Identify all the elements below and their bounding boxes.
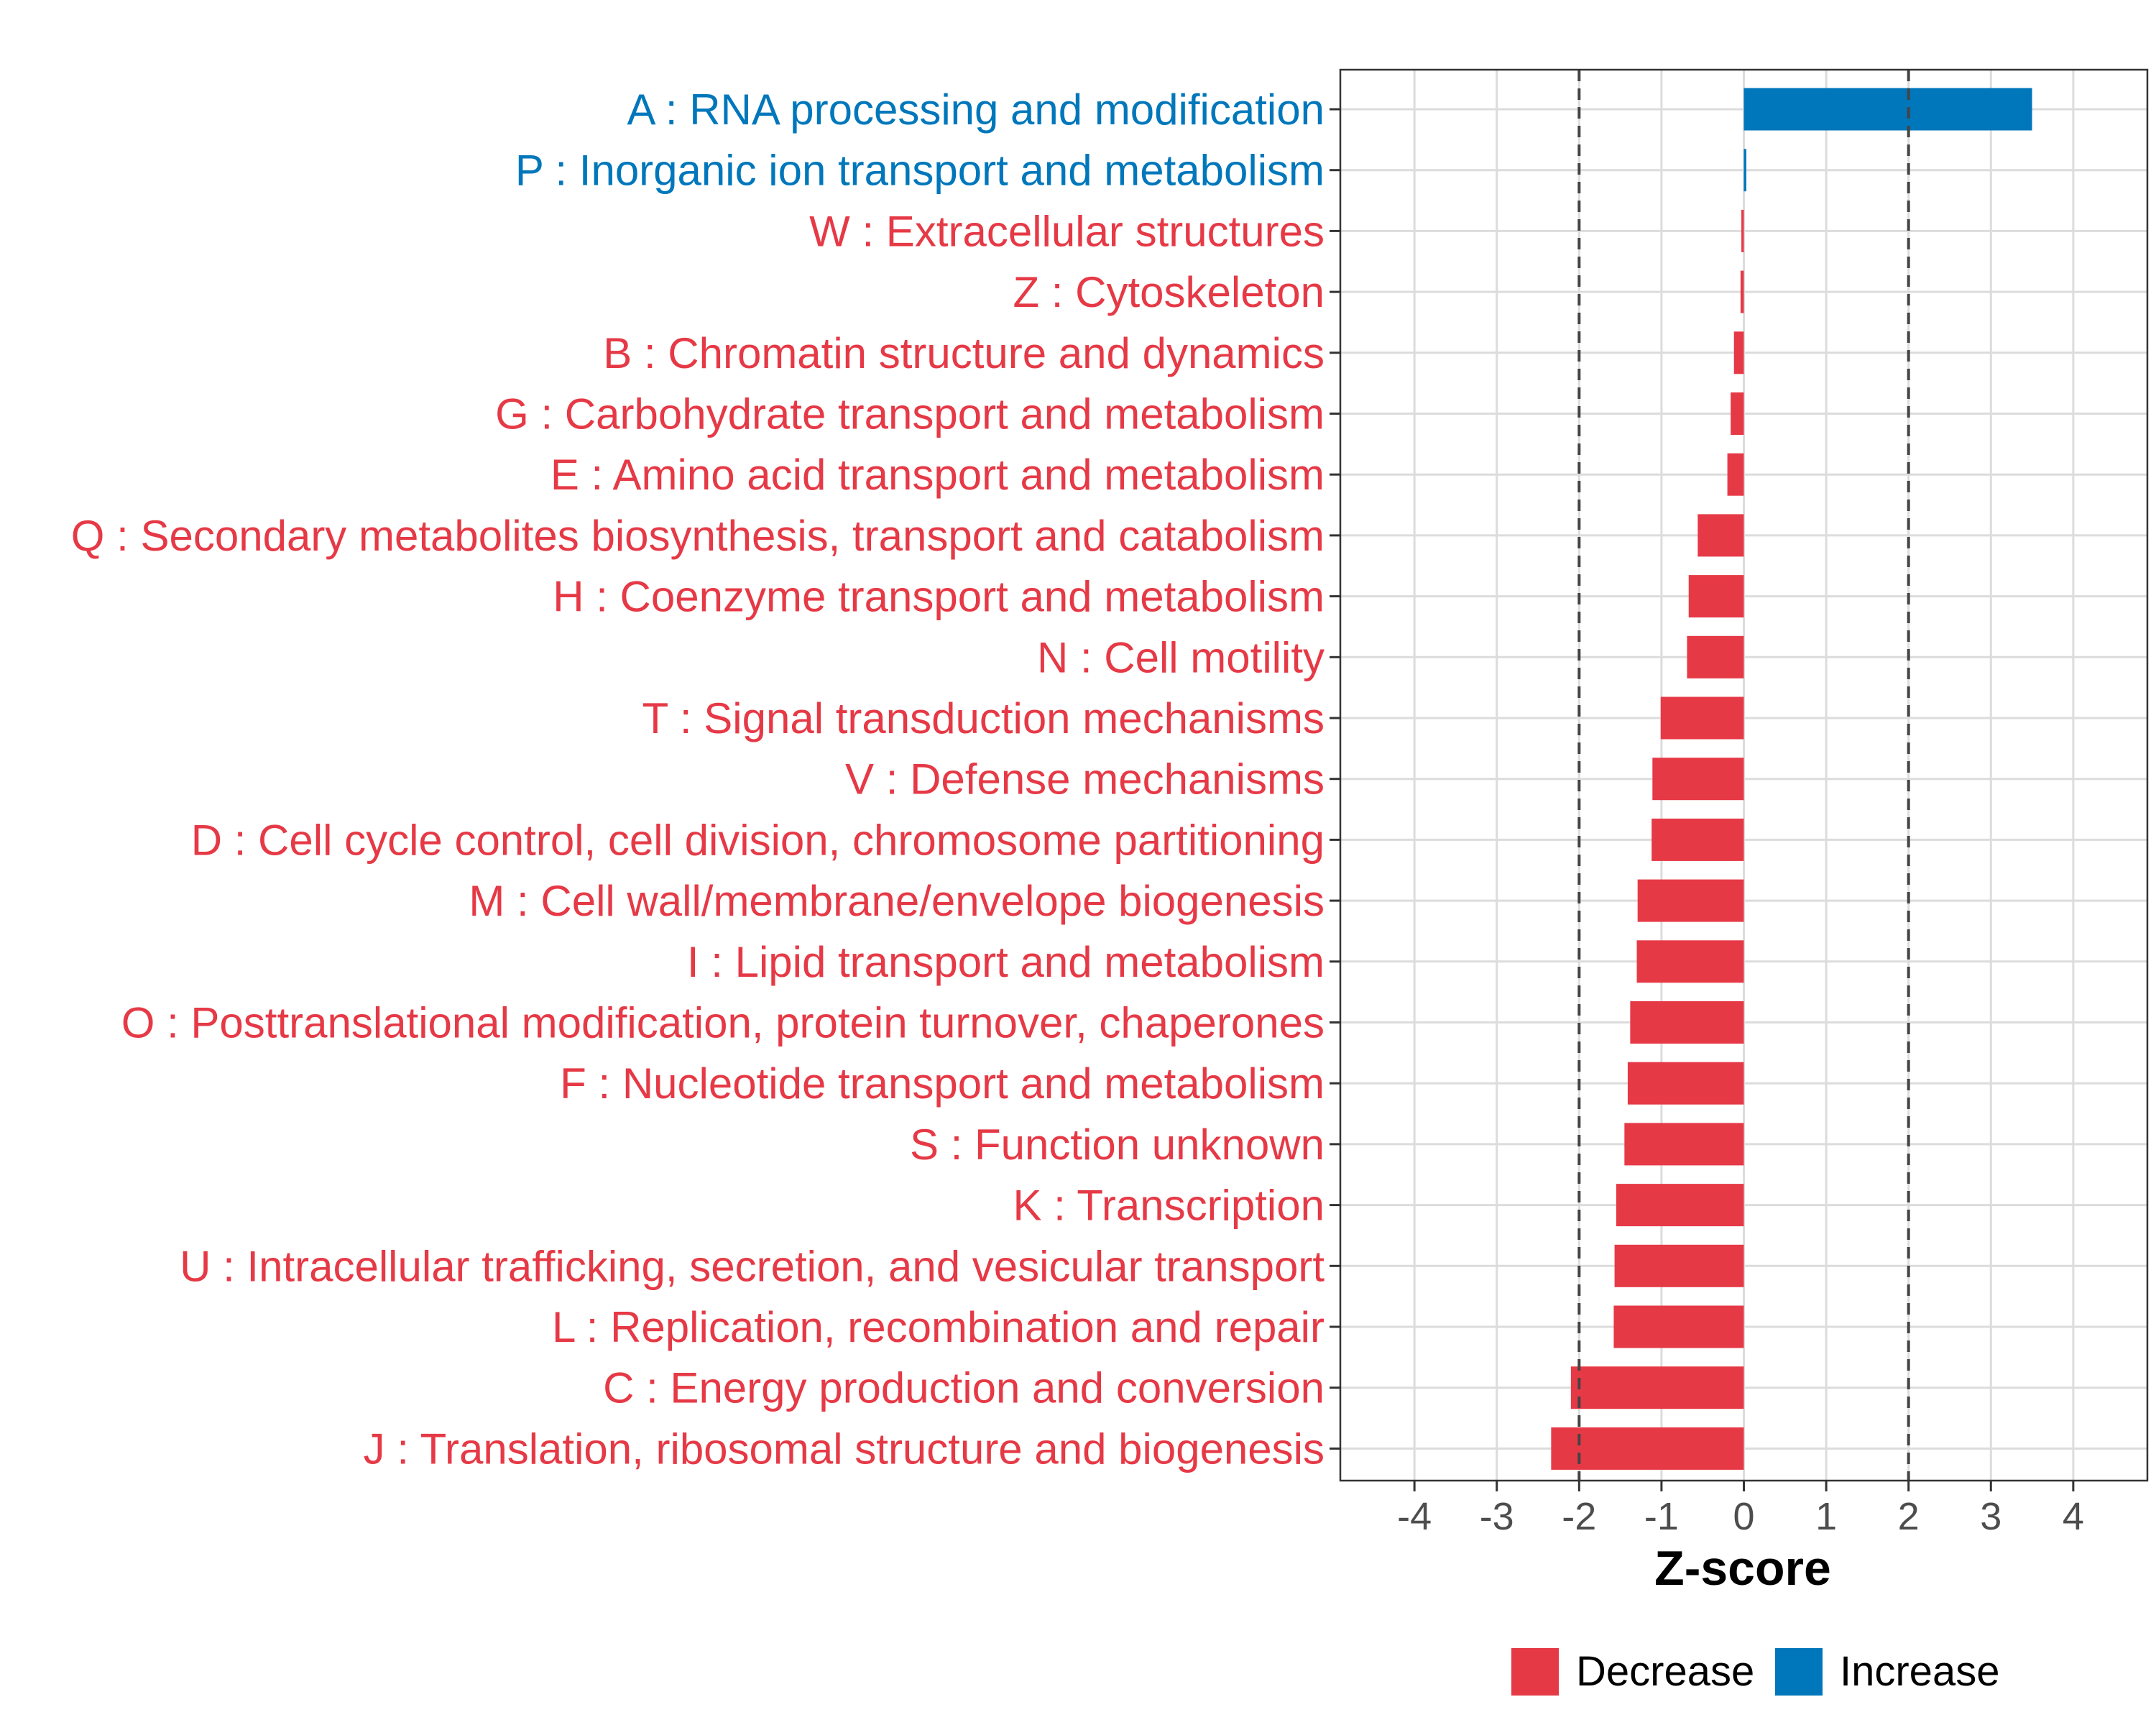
bar [1740, 270, 1744, 313]
y-category-label: N : Cell motility [1037, 633, 1325, 681]
y-category-label: T : Signal transduction mechanisms [642, 694, 1325, 742]
y-category-label: Q : Secondary metabolites biosynthesis, … [71, 512, 1325, 560]
legend-label: Increase [1840, 1648, 1999, 1695]
y-category-label: W : Extracellular structures [809, 207, 1325, 255]
y-category-label: I : Lipid transport and metabolism [687, 938, 1325, 986]
bar [1741, 209, 1744, 252]
y-category-label: F : Nucleotide transport and metabolism [560, 1059, 1325, 1108]
y-category-label: D : Cell cycle control, cell division, c… [191, 816, 1325, 864]
bar [1651, 818, 1744, 861]
bar [1731, 392, 1744, 435]
reference-lines [1577, 70, 1910, 1481]
x-tick-label: -3 [1480, 1495, 1514, 1538]
y-category-label: M : Cell wall/membrane/envelope biogenes… [469, 877, 1325, 925]
legend-key-increase [1775, 1648, 1823, 1696]
x-tick-label: 4 [2063, 1495, 2084, 1538]
bar [1614, 1244, 1744, 1287]
y-category-label: K : Transcription [1013, 1182, 1325, 1230]
legend: Decrease Increase [1511, 1648, 1999, 1696]
y-axis-ticks [1330, 108, 1340, 1450]
bar [1627, 1062, 1744, 1105]
x-tick-label: 0 [1733, 1495, 1754, 1538]
x-tick-label: 1 [1815, 1495, 1837, 1538]
bars [1551, 88, 2032, 1470]
legend-key-decrease [1511, 1648, 1559, 1696]
y-category-label: E : Amino acid transport and metabolism [550, 451, 1325, 499]
bar [1660, 696, 1744, 740]
x-tick-label: 2 [1898, 1495, 1920, 1538]
y-category-label: P : Inorganic ion transport and metaboli… [515, 147, 1325, 195]
y-category-label: A : RNA processing and modification [627, 86, 1325, 134]
x-tick-label: -1 [1644, 1495, 1679, 1538]
bar [1551, 1427, 1744, 1470]
legend-label: Decrease [1576, 1648, 1754, 1695]
bar [1697, 514, 1744, 557]
x-tick-label: -2 [1562, 1495, 1596, 1538]
bar [1613, 1305, 1744, 1348]
y-category-label: Z : Cytoskeleton [1013, 268, 1325, 316]
y-category-label: U : Intracellular trafficking, secretion… [180, 1242, 1325, 1290]
bar [1637, 879, 1744, 922]
bar [1652, 758, 1744, 801]
y-category-label: H : Coenzyme transport and metabolism [553, 573, 1325, 621]
bar [1743, 149, 1746, 192]
y-category-label: B : Chromatin structure and dynamics [603, 329, 1325, 377]
x-tick-label: -4 [1397, 1495, 1432, 1538]
y-category-label: O : Posttranslational modification, prot… [121, 999, 1325, 1047]
bar [1743, 88, 2032, 131]
bar [1630, 1001, 1744, 1044]
y-category-label: C : Energy production and conversion [603, 1364, 1325, 1412]
bar [1688, 575, 1744, 618]
y-category-label: S : Function unknown [910, 1121, 1325, 1169]
bar [1687, 635, 1744, 678]
bar [1733, 331, 1744, 374]
y-category-label: L : Replication, recombination and repai… [552, 1303, 1325, 1351]
x-tick-label: 3 [1980, 1495, 2001, 1538]
bar [1727, 453, 1744, 496]
y-category-label: V : Defense mechanisms [845, 755, 1325, 804]
y-category-label: J : Translation, ribosomal structure and… [364, 1425, 1325, 1473]
y-axis-category-labels: A : RNA processing and modification P : I… [71, 86, 1325, 1473]
x-axis-title: Z-score [1654, 1541, 1831, 1596]
y-category-label: G : Carbohydrate transport and metabolis… [495, 390, 1325, 438]
x-axis-ticks: -4 -3 -2 -1 0 1 2 3 4 [1397, 1481, 2084, 1538]
bar [1636, 940, 1744, 983]
bar [1616, 1184, 1744, 1227]
bar [1570, 1366, 1744, 1409]
bar [1624, 1123, 1744, 1166]
